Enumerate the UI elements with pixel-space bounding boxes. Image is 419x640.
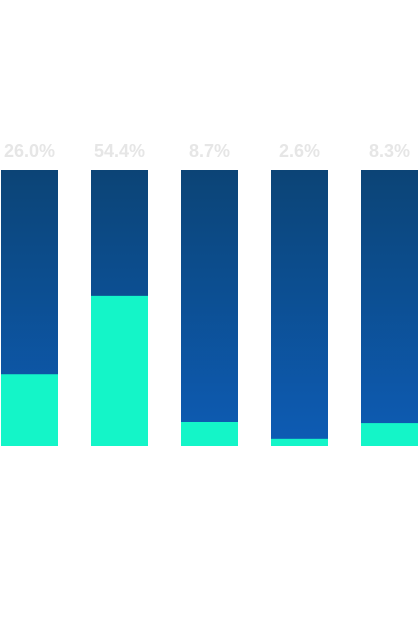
bar-fill-2 xyxy=(91,295,148,446)
bar-track-3 xyxy=(181,170,238,446)
bar-fill-5 xyxy=(361,423,418,446)
value-label-3: 8.7% xyxy=(189,141,230,161)
bar-fill-3 xyxy=(181,421,238,446)
bar-fill-1 xyxy=(1,374,58,446)
bar-track-4 xyxy=(271,170,328,446)
value-label-1: 26.0% xyxy=(4,141,55,161)
value-labels-group: 26.0% 54.4% 8.7% 2.6% 8.3% xyxy=(4,141,410,161)
value-label-2: 54.4% xyxy=(94,141,145,161)
bars-group xyxy=(1,170,418,446)
value-label-4: 2.6% xyxy=(279,141,320,161)
value-label-5: 8.3% xyxy=(369,141,410,161)
bar-fill-4 xyxy=(271,438,328,446)
bar-track-5 xyxy=(361,170,418,446)
